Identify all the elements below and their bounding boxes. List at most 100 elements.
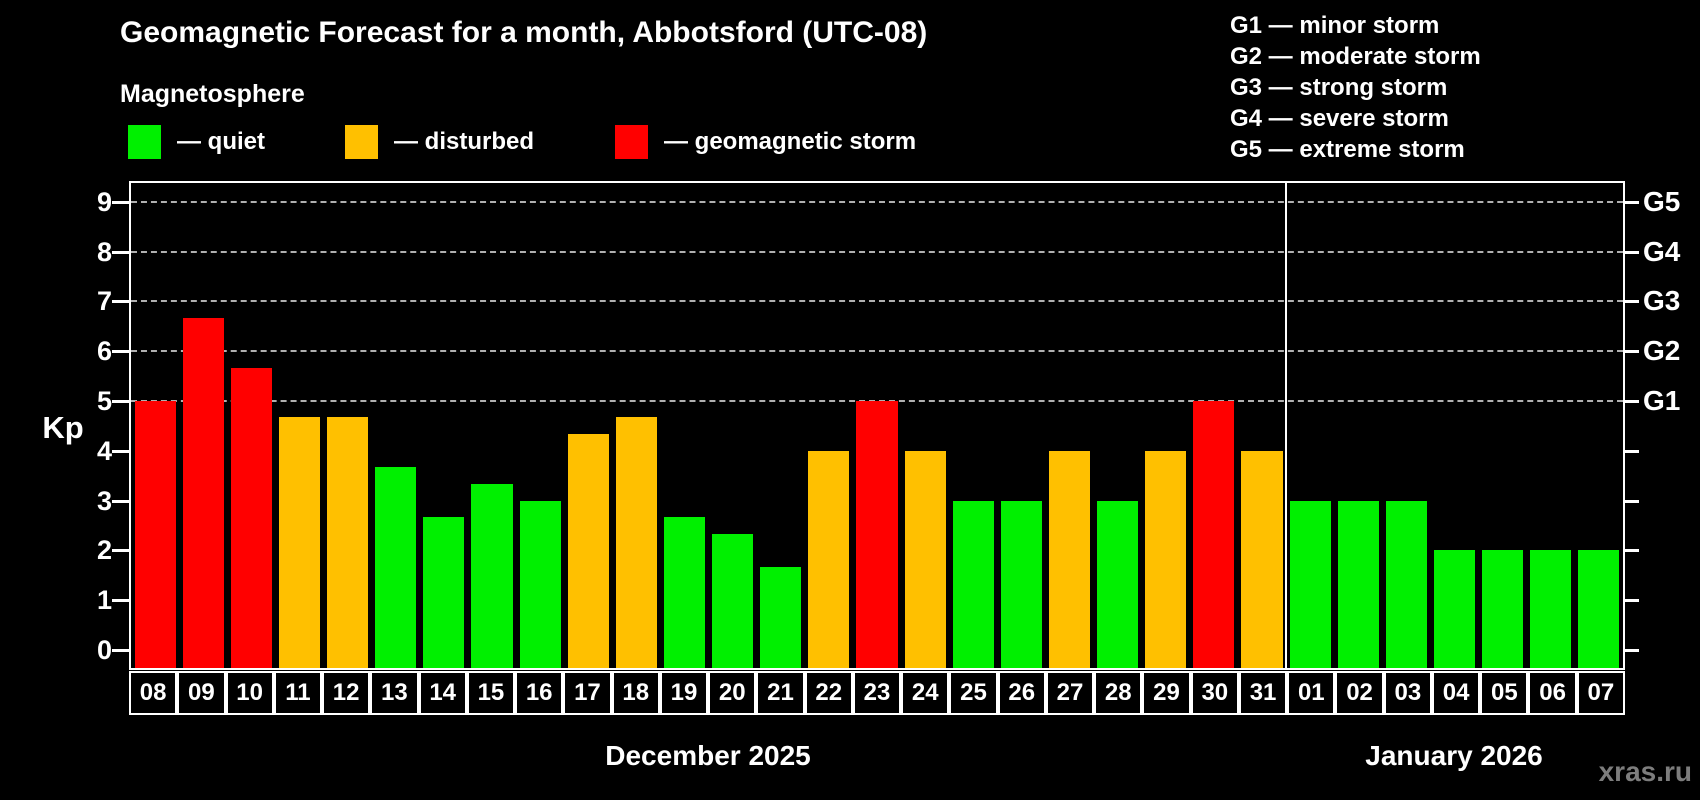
y-axis-title-kp: Kp: [42, 410, 84, 445]
kp-bar-jan-04: [1433, 550, 1476, 668]
kp-bar-dec-25: [952, 500, 994, 668]
day-box-jan-02: 02: [1335, 671, 1384, 715]
y-tick-right-4: [1625, 449, 1639, 453]
day-box-jan-06: 06: [1528, 671, 1577, 715]
y-tick-label-8: 8: [96, 236, 112, 267]
gridline-g5: [131, 200, 1623, 203]
y-tick-left-2: [112, 549, 129, 553]
y-tick-label-2: 2: [96, 535, 112, 566]
day-box-dec-10: 10: [225, 671, 274, 715]
kp-bar-dec-18: [615, 417, 657, 668]
kp-bar-jan-02: [1337, 500, 1379, 668]
kp-bar-dec-15: [471, 484, 513, 668]
day-box-dec-29: 29: [1142, 671, 1191, 715]
kp-bar-dec-17: [567, 434, 609, 668]
y-tick-right-1: [1625, 599, 1639, 603]
y-tick-right-7: [1625, 300, 1639, 304]
y-tick-left-3: [112, 499, 129, 503]
kp-bar-dec-21: [760, 566, 802, 668]
kp-bar-jan-07: [1578, 550, 1620, 668]
page-title: Geomagnetic Forecast for a month, Abbots…: [120, 16, 928, 49]
day-box-jan-05: 05: [1480, 671, 1529, 715]
day-box-jan-07: 07: [1576, 671, 1625, 715]
day-box-dec-16: 16: [515, 671, 564, 715]
right-axis-label-g5: G5: [1643, 185, 1681, 217]
y-tick-right-8: [1625, 250, 1639, 254]
kp-bar-dec-08: [134, 401, 176, 668]
right-axis-label-g1: G1: [1643, 385, 1681, 416]
kp-bar-dec-20: [712, 533, 754, 668]
day-box-dec-19: 19: [659, 671, 709, 715]
right-axis-label-g3: G3: [1643, 285, 1681, 317]
kp-bar-jan-01: [1289, 500, 1331, 668]
day-box-dec-28: 28: [1094, 671, 1143, 715]
day-box-dec-22: 22: [804, 671, 853, 715]
kp-bar-dec-16: [519, 500, 561, 668]
kp-bar-jan-06: [1530, 550, 1572, 668]
day-box-jan-04: 04: [1431, 671, 1481, 715]
kp-bar-dec-12: [327, 417, 369, 668]
y-tick-right-9: [1625, 200, 1639, 204]
legend-item-disturbed: — disturbed: [345, 124, 534, 160]
kp-bar-dec-31: [1241, 450, 1283, 668]
g-legend-line-g4: G4 — severe storm: [1230, 105, 1449, 132]
kp-bar-jan-03: [1385, 500, 1427, 668]
y-tick-label-0: 0: [96, 635, 112, 665]
y-tick-left-5: [112, 400, 129, 403]
day-box-dec-15: 15: [466, 671, 516, 715]
kp-bar-dec-27: [1048, 450, 1091, 668]
y-tick-left-4: [112, 449, 129, 453]
subtitle-magnetosphere: Magnetosphere: [120, 80, 305, 108]
watermark-xras: xras.ru: [1598, 756, 1692, 787]
y-tick-left-9: [112, 200, 129, 204]
g-scale-legend: G1 — minor storm G2 — moderate storm G3 …: [1230, 10, 1481, 165]
disturbed-swatch-icon: [345, 125, 378, 159]
legend-label-disturbed: — disturbed: [394, 128, 535, 155]
y-tick-label-7: 7: [96, 286, 112, 317]
kp-bar-dec-11: [278, 417, 320, 668]
legend-item-quiet: — quiet: [128, 124, 265, 160]
day-box-dec-26: 26: [997, 671, 1046, 715]
gridline-g2: [131, 350, 1623, 353]
day-box-dec-18: 18: [611, 671, 660, 715]
kp-bar-dec-09: [182, 317, 224, 668]
y-tick-left-8: [112, 250, 129, 254]
day-box-dec-14: 14: [418, 671, 467, 715]
kp-bar-dec-19: [663, 517, 706, 668]
y-tick-right-0: [1625, 649, 1639, 652]
kp-bar-dec-30: [1193, 401, 1235, 668]
y-tick-right-5: [1625, 400, 1639, 403]
g-legend-line-g3: G3 — strong storm: [1230, 74, 1448, 101]
right-axis-label-g2: G2: [1643, 335, 1681, 367]
kp-bar-dec-26: [1000, 500, 1042, 668]
day-box-dec-09: 09: [177, 671, 226, 715]
day-box-dec-20: 20: [708, 671, 757, 715]
y-tick-label-5: 5: [96, 386, 112, 416]
y-tick-label-3: 3: [96, 485, 112, 516]
day-box-jan-03: 03: [1383, 671, 1432, 715]
y-tick-left-6: [112, 350, 129, 354]
day-box-dec-31: 31: [1238, 671, 1288, 715]
month-divider-line: [1285, 183, 1288, 668]
y-tick-right-3: [1625, 499, 1639, 503]
day-box-dec-08: 08: [129, 671, 178, 715]
y-tick-left-1: [112, 599, 129, 603]
kp-bar-dec-24: [904, 450, 946, 668]
storm-swatch-icon: [615, 125, 648, 159]
day-box-dec-24: 24: [901, 671, 950, 715]
y-tick-left-7: [112, 300, 129, 304]
legend-label-quiet: — quiet: [177, 128, 265, 155]
plot-area: [129, 181, 1625, 670]
gridline-g3: [131, 300, 1623, 303]
day-box-dec-21: 21: [756, 671, 805, 715]
day-box-dec-12: 12: [322, 671, 371, 715]
day-box-dec-27: 27: [1045, 671, 1095, 715]
y-tick-label-4: 4: [96, 435, 112, 466]
day-box-dec-25: 25: [949, 671, 998, 715]
legend-label-storm: — geomagnetic storm: [664, 128, 917, 155]
kp-bar-dec-28: [1097, 500, 1139, 668]
day-box-dec-30: 30: [1190, 671, 1239, 715]
kp-bar-dec-14: [423, 517, 465, 668]
g-legend-line-g5: G5 — extreme storm: [1230, 136, 1465, 163]
kp-bar-dec-10: [230, 367, 272, 668]
